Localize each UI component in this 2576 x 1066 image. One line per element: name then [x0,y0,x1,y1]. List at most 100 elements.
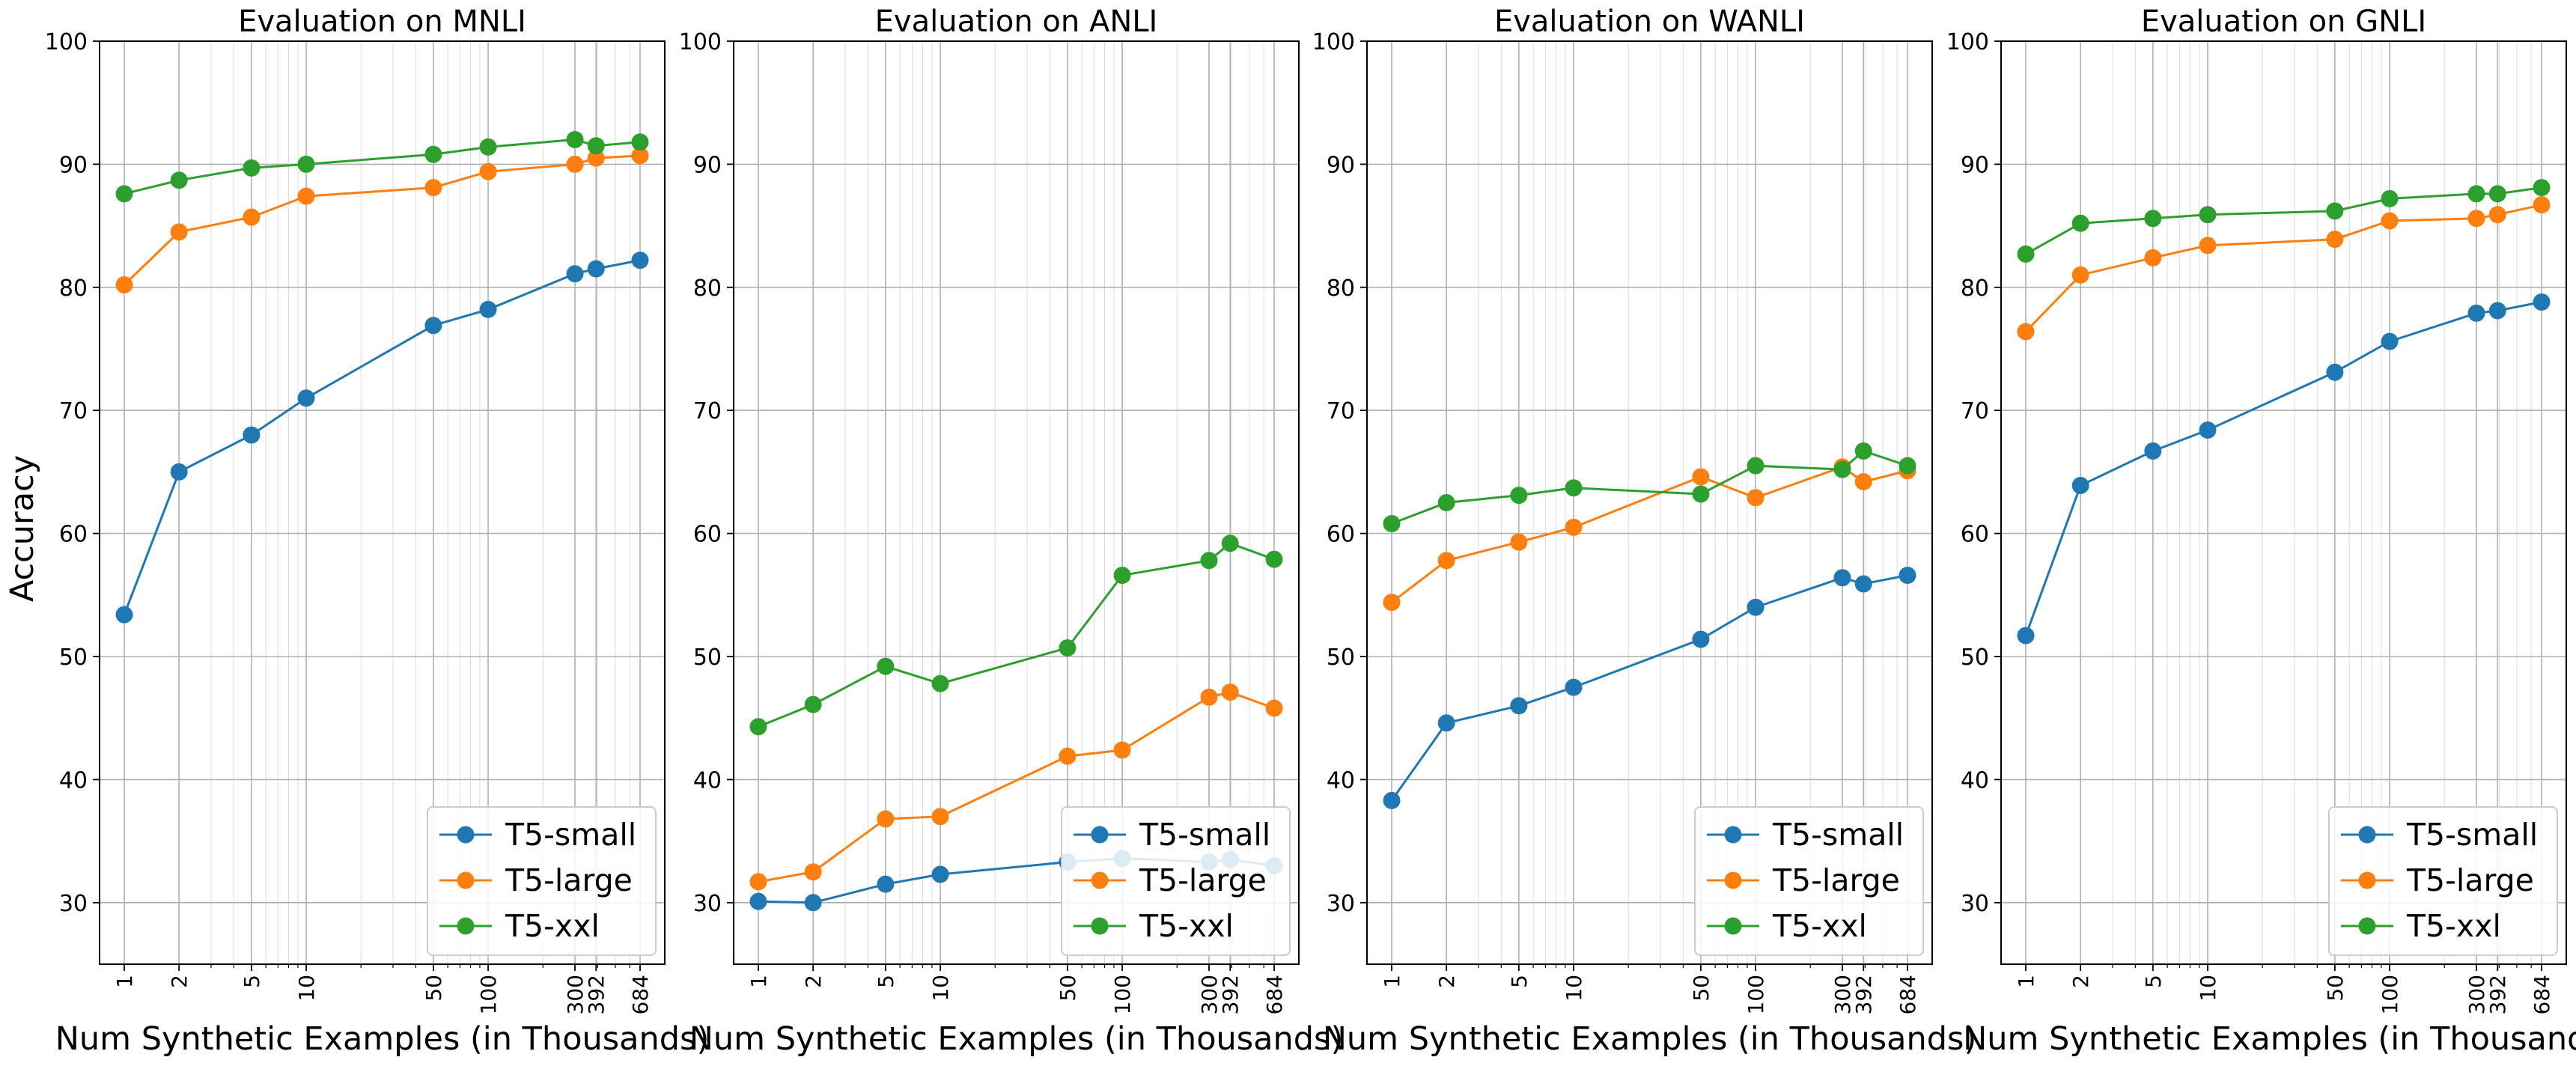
data-point-t5-small [424,317,442,335]
axes-frame [733,40,1300,965]
legend-box [427,806,657,956]
legend-label: T5-large [2406,862,2534,898]
data-point-t5-large [2199,237,2217,255]
data-point-t5-small [297,389,315,407]
data-point-t5-xxl [2381,189,2399,207]
x-tick-label: 100 [2378,975,2402,1014]
legend-label: T5-large [505,862,633,898]
data-point-t5-small [2071,476,2089,494]
data-point-t5-small [115,606,133,624]
legend-marker-t5-xxl [457,917,475,935]
legend-marker-t5-small [1724,826,1742,844]
y-tick-label: 100 [1946,29,1989,55]
y-tick-label: 70 [1327,398,1355,424]
data-point-t5-xxl [2144,210,2162,228]
data-point-t5-large [1747,489,1764,507]
data-point-t5-xxl [297,155,315,173]
data-point-t5-xxl [1200,552,1218,570]
legend: T5-small T5-large T5-xxl [1694,806,1924,956]
data-point-t5-small [1854,575,1872,593]
y-tick-label: 70 [59,398,88,424]
y-tick-label: 100 [45,29,88,55]
data-point-t5-xxl [1854,442,1872,460]
x-tick-label: 1 [1380,975,1404,988]
y-tick-label: 50 [693,645,722,671]
y-tick-label: 50 [1961,645,1989,671]
y-tick-label: 90 [1961,152,1989,178]
x-tick-label: 50 [421,975,446,1002]
data-point-t5-small [2467,304,2485,322]
data-point-t5-small [170,463,188,481]
data-point-t5-large [2381,212,2399,230]
data-point-t5-small [2381,332,2399,350]
x-tick-label: 300 [1197,975,1222,1014]
x-tick-label: 392 [1851,975,1876,1014]
x-tick-label: 5 [1507,975,1532,988]
data-point-t5-small [1692,630,1710,648]
legend-box [1061,806,1291,956]
data-point-t5-xxl [566,131,584,149]
x-tick-label: 5 [240,975,264,988]
data-point-t5-large [2071,266,2089,284]
data-point-t5-large [115,276,133,294]
legend-label: T5-small [2406,817,2538,853]
data-point-t5-xxl [2017,245,2035,263]
data-point-t5-xxl [170,171,188,189]
y-tick-label: 80 [693,275,722,302]
data-point-t5-small [1383,791,1401,809]
data-point-t5-large [1221,683,1239,701]
data-point-t5-small [877,875,895,893]
x-tick-label: 50 [1056,975,1080,1002]
data-point-t5-small [2199,421,2217,439]
y-tick-label: 50 [59,645,88,671]
chart-title: Evaluation on GNLI [2141,4,2426,39]
legend-marker-t5-xxl [1091,917,1109,935]
data-point-t5-large [804,863,822,881]
data-point-t5-small [931,865,949,883]
data-point-t5-large [587,149,605,167]
data-point-t5-xxl [1265,550,1283,568]
legend-marker-t5-small [457,826,475,844]
data-point-t5-large [1200,688,1218,706]
x-tick-label: 2 [801,975,826,988]
legend-box [2328,806,2558,956]
data-point-t5-small [1565,678,1583,696]
x-tick-label: 100 [1744,975,1768,1014]
x-tick-label: 50 [1689,975,1714,1002]
data-point-t5-small [2488,302,2506,320]
y-tick-label: 40 [1327,767,1355,794]
data-point-t5-xxl [1383,514,1401,532]
x-tick-label: 684 [1896,975,1920,1014]
data-point-t5-large [631,147,649,165]
y-tick-label: 90 [59,152,88,178]
y-tick-label: 80 [1327,275,1355,302]
legend-label: T5-small [505,817,636,853]
series-line-t5-small [1390,574,1908,802]
axes-frame [2000,40,2567,965]
y-tick-label: 80 [59,275,88,302]
x-tick-label: 50 [2323,975,2348,1002]
data-point-t5-large [2488,206,2506,224]
data-point-t5-large [1510,533,1528,551]
y-tick-label: 30 [59,891,88,917]
y-tick-label: 70 [693,398,722,424]
axes-frame [1366,40,1933,965]
chart-title: Evaluation on MNLI [238,4,526,39]
data-point-t5-small [587,260,605,278]
data-point-t5-large [243,208,261,226]
data-point-t5-large [877,810,895,828]
y-tick-label: 100 [679,29,722,55]
series-line-t5-large [2024,204,2542,333]
series-line-t5-xxl [124,138,641,195]
data-point-t5-xxl [2071,214,2089,232]
x-tick-label: 392 [584,975,609,1014]
x-tick-label: 2 [167,975,192,988]
chart-title: Evaluation on WANLI [1494,4,1805,39]
data-point-t5-large [170,223,188,241]
legend-label: T5-xxl [1772,908,1867,944]
y-tick-label: 30 [693,891,722,917]
